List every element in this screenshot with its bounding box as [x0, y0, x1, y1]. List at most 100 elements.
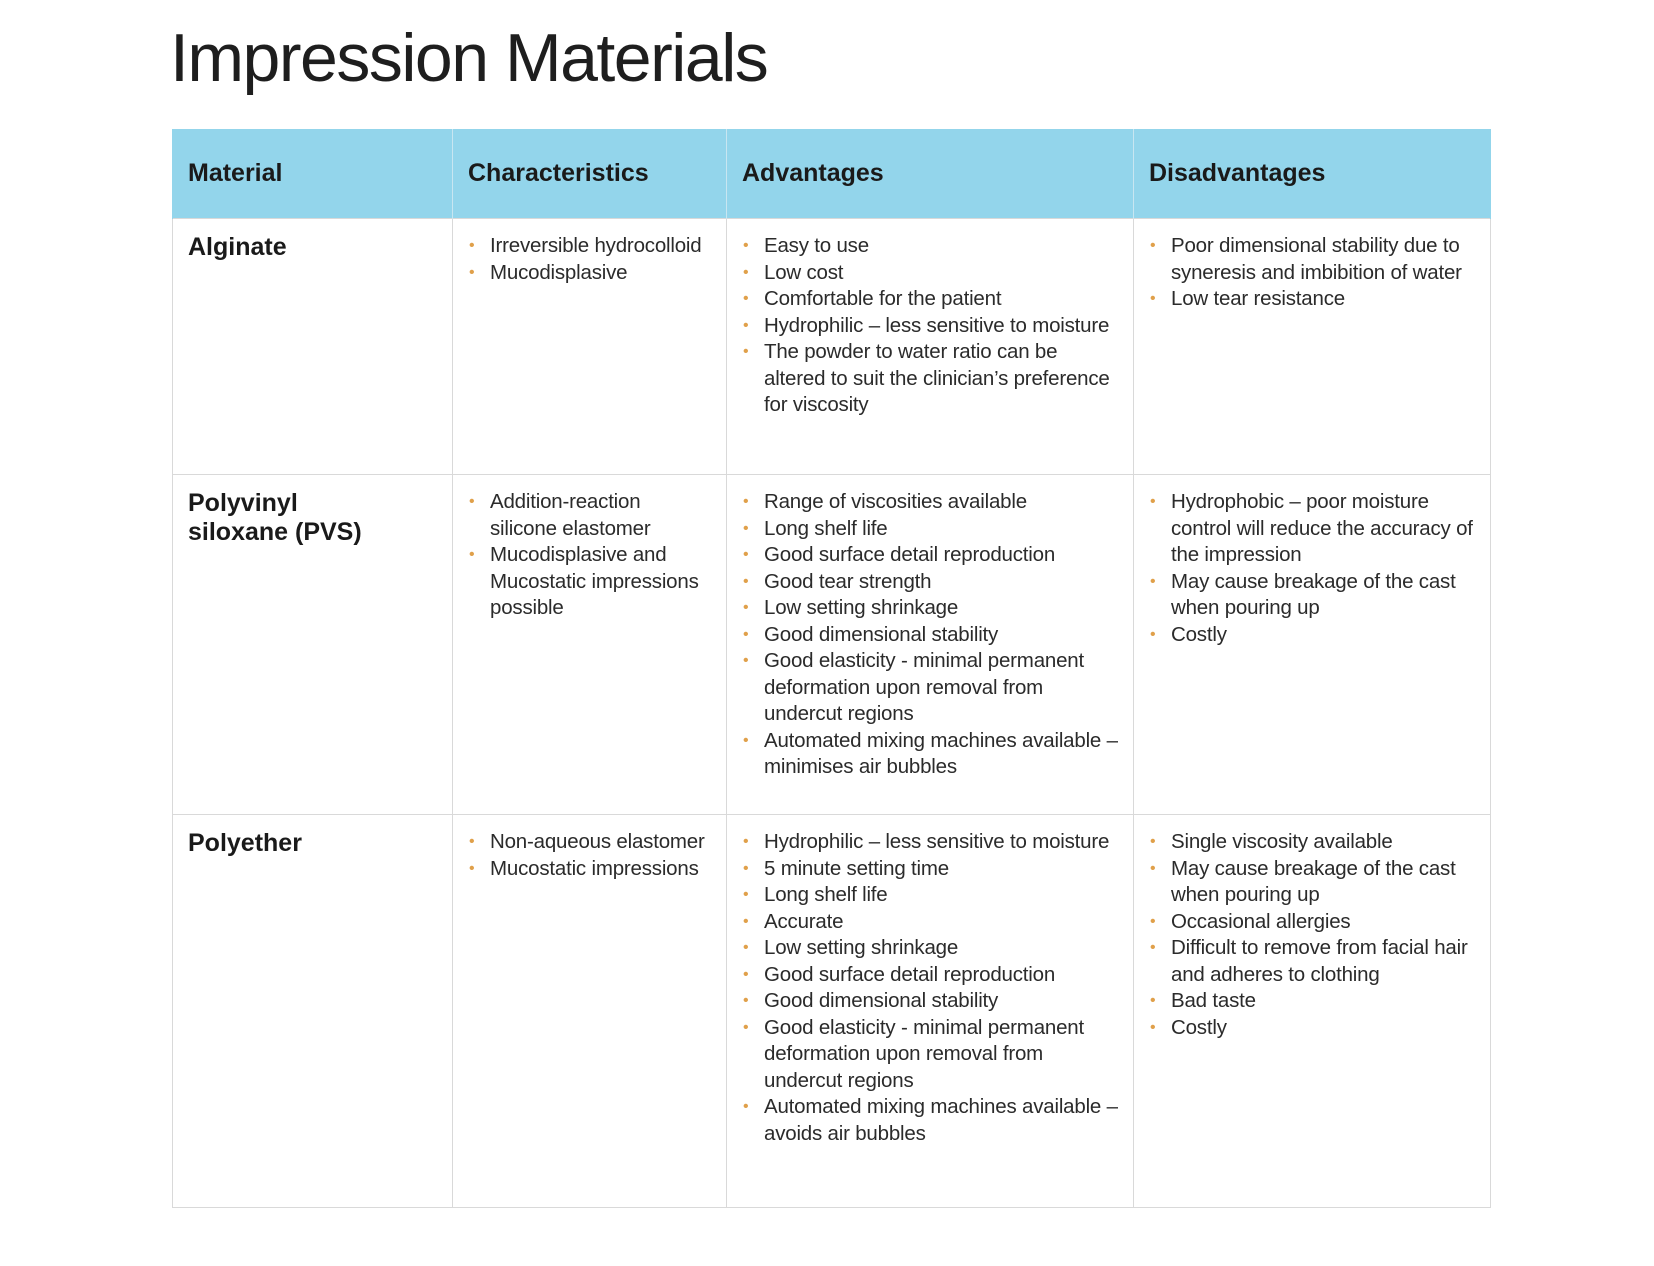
list-item: • Mucodisplasive — [468, 260, 711, 287]
list-item: • Difficult to remove from facial hair an… — [1150, 936, 1468, 986]
list-item: • Good elasticity - minimal permanent def… — [743, 649, 1084, 725]
bullet-icon: • — [469, 546, 475, 563]
bullet-icon: • — [1150, 859, 1156, 877]
bullet-icon: • — [1150, 237, 1156, 254]
bullet-icon: • — [743, 939, 749, 956]
bullet-icon: • — [1150, 1018, 1156, 1036]
advantages-cell: • Range of viscosities available • Long sh… — [726, 474, 1134, 815]
bullet-icon: • — [743, 859, 749, 877]
list-item: • Automated mixing machines available – a… — [743, 1095, 1118, 1145]
bullet-icon: • — [743, 599, 749, 616]
list-item: • Hydrophilic – less sensitive to moistur… — [742, 829, 1118, 856]
list-item: • Good elasticity - minimal permanent def… — [743, 1015, 1084, 1092]
page-title: Impression Materials — [170, 20, 769, 96]
characteristics-list: • Irreversible hydrocolloid • Mucodisplasi… — [468, 233, 711, 286]
list-item: • Accurate — [742, 909, 1118, 936]
table-header-row: Material Characteristics Advantages Disa… — [172, 129, 1491, 219]
bullet-icon: • — [743, 343, 749, 360]
characteristics-cell: • Irreversible hydrocolloid • Mucodisplasi… — [452, 218, 727, 475]
material-name-cell: Polyether — [172, 814, 453, 1208]
disadvantages-list: • Hydrophobic – poor moisture control wil… — [1149, 489, 1475, 648]
bullet-icon: • — [1150, 625, 1156, 643]
list-item: • Single viscosity available — [1149, 829, 1475, 856]
list-item: • Hydrophilic – less sensitive to moistur… — [742, 313, 1118, 340]
list-item: • Easy to use — [742, 233, 1118, 260]
table-row-pvs: Polyvinyl siloxane (PVS) • Addition-react… — [172, 474, 1491, 815]
bullet-icon: • — [743, 652, 749, 669]
disadvantages-cell: • Single viscosity available • May cause b… — [1133, 814, 1491, 1208]
bullet-icon: • — [743, 886, 749, 903]
header-characteristics: Characteristics — [452, 129, 727, 219]
advantages-cell: • Hydrophilic – less sensitive to moistur… — [726, 814, 1134, 1208]
bullet-icon: • — [1150, 833, 1156, 850]
bullet-icon: • — [743, 237, 749, 254]
bullet-icon: • — [743, 493, 749, 510]
bullet-icon: • — [743, 965, 749, 983]
header-material: Material — [172, 129, 453, 219]
bullet-icon: • — [743, 912, 749, 930]
advantages-list: • Range of viscosities available • Long sh… — [742, 489, 1118, 781]
material-name-cell: Polyvinyl siloxane (PVS) — [172, 474, 453, 815]
list-item: • Low cost — [742, 260, 1118, 287]
bullet-icon: • — [469, 859, 475, 877]
bullet-icon: • — [743, 316, 749, 334]
bullet-icon: • — [1150, 992, 1156, 1009]
bullet-icon: • — [1150, 290, 1156, 307]
characteristics-cell: • Addition-reaction silicone elastomer • M… — [452, 474, 727, 815]
list-item: • Low setting shrinkage — [742, 595, 1118, 622]
list-item: • Good surface detail reproduction — [742, 962, 1118, 989]
table-row-alginate: Alginate • Irreversible hydrocolloid • Muc… — [172, 218, 1491, 475]
list-item: • Poor dimensional stability due to syner… — [1150, 234, 1462, 284]
bullet-icon: • — [1150, 912, 1156, 930]
bullet-icon: • — [469, 833, 475, 850]
disadvantages-cell: • Poor dimensional stability due to syner… — [1133, 218, 1491, 475]
bullet-icon: • — [1150, 939, 1156, 956]
list-item: • Hydrophobic – poor moisture control wil… — [1150, 490, 1473, 566]
advantages-list: • Hydrophilic – less sensitive to moistur… — [742, 829, 1118, 1147]
list-item: • Good tear strength — [742, 569, 1118, 596]
bullet-icon: • — [1150, 572, 1156, 590]
characteristics-list: • Non-aqueous elastomer • Mucostatic impre… — [468, 829, 711, 882]
list-item: • Low tear resistance — [1149, 286, 1475, 313]
bullet-icon: • — [743, 625, 749, 643]
disadvantages-list: • Single viscosity available • May cause b… — [1149, 829, 1475, 1041]
material-name: Polyether — [188, 829, 302, 857]
material-name-cell: Alginate — [172, 218, 453, 475]
bullet-icon: • — [743, 1098, 749, 1115]
list-item: • Mucostatic impressions — [468, 856, 711, 883]
list-item: • May cause breakage of the cast when pou… — [1150, 569, 1456, 620]
advantages-list: • Easy to use • Low cost • Comfortable for … — [742, 233, 1118, 419]
impression-materials-table: Material Characteristics Advantages Disa… — [172, 129, 1491, 1208]
list-item: • Long shelf life — [742, 516, 1118, 543]
characteristics-list: • Addition-reaction silicone elastomer • M… — [468, 489, 711, 622]
material-name-line: siloxane (PVS) — [188, 518, 362, 546]
bullet-icon: • — [743, 263, 749, 281]
list-item: • May cause breakage of the cast when pou… — [1150, 856, 1456, 907]
material-name-line: Polyvinyl — [188, 489, 298, 517]
list-item: • Occasional allergies — [1149, 909, 1475, 936]
list-item: • Automated mixing machines available – m… — [743, 728, 1118, 779]
bullet-icon: • — [743, 833, 749, 850]
bullet-icon: • — [469, 263, 475, 281]
header-disadvantages: Disadvantages — [1133, 129, 1491, 219]
header-advantages: Advantages — [726, 129, 1134, 219]
bullet-icon: • — [743, 519, 749, 537]
list-item: • Good dimensional stability — [742, 988, 1118, 1015]
list-item: • 5 minute setting time — [742, 856, 1118, 883]
bullet-icon: • — [469, 237, 475, 254]
list-item: • Bad taste — [1149, 988, 1475, 1015]
list-item: • Good surface detail reproduction — [742, 542, 1118, 569]
list-item: • Good dimensional stability — [742, 622, 1118, 649]
bullet-icon: • — [743, 290, 749, 307]
table-row-polyether: Polyether • Non-aqueous elastomer • Mucost… — [172, 814, 1491, 1208]
list-item: • The powder to water ratio can be altere… — [743, 340, 1110, 416]
advantages-cell: • Easy to use • Low cost • Comfortable for … — [726, 218, 1134, 475]
list-item: • Low setting shrinkage — [742, 935, 1118, 962]
bullet-icon: • — [743, 546, 749, 563]
list-item: • Range of viscosities available — [742, 489, 1118, 516]
bullet-icon: • — [743, 572, 749, 590]
list-item: • Long shelf life — [742, 882, 1118, 909]
list-item: • Costly — [1149, 1015, 1475, 1042]
disadvantages-cell: • Hydrophobic – poor moisture control wil… — [1133, 474, 1491, 815]
material-name: Alginate — [188, 233, 287, 261]
